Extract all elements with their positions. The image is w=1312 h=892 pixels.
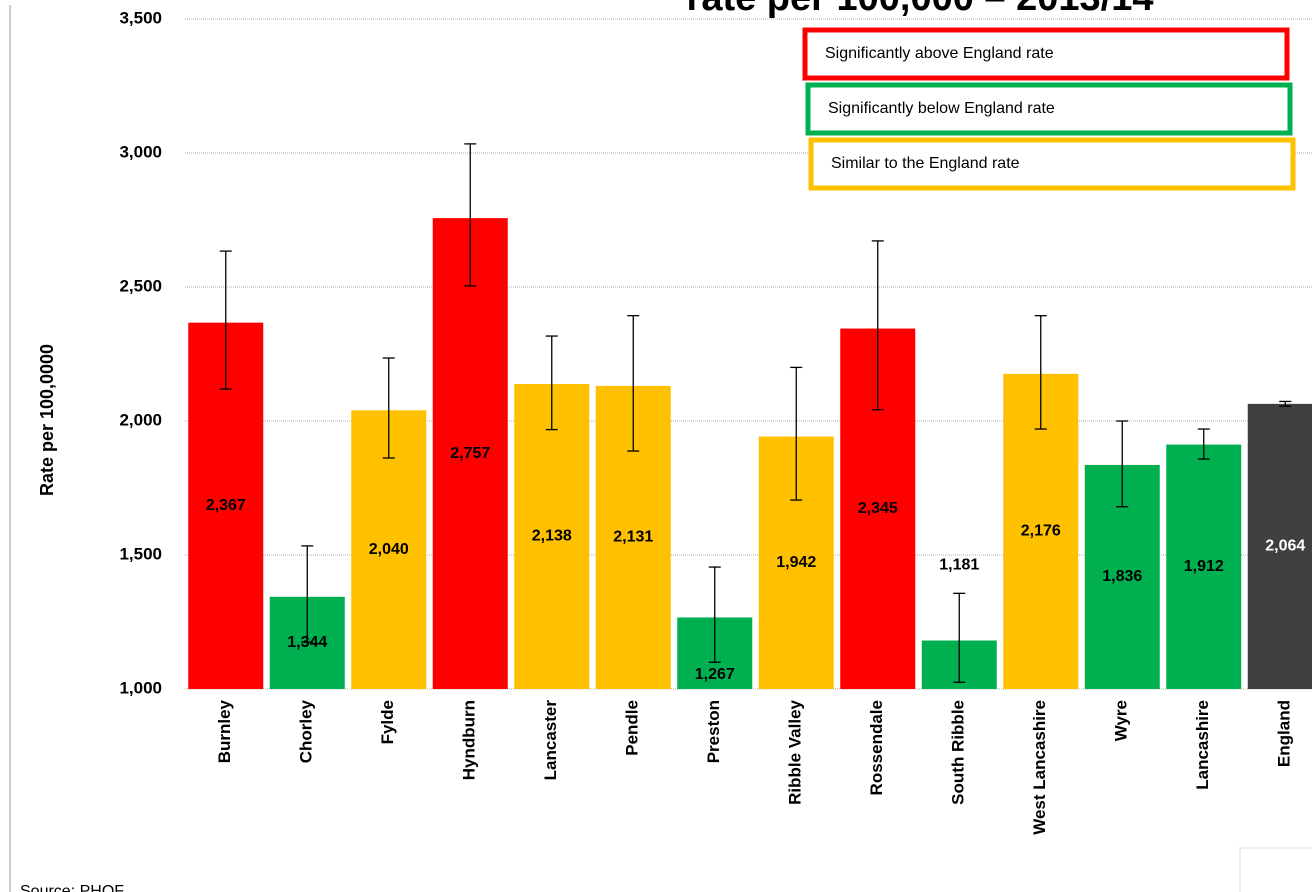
x-tick-label: Rossendale [867,700,886,795]
y-tick-label: 3,500 [119,8,162,27]
y-tick-label: 2,000 [119,410,162,429]
data-label: 1,836 [1102,568,1142,585]
data-label: 1,344 [287,634,327,651]
legend-box [808,137,1296,191]
data-label: 2,040 [369,541,409,558]
data-label: 2,367 [206,497,246,514]
data-label: 1,267 [695,666,735,683]
bar [514,384,590,689]
x-tick-label: England [1275,700,1294,767]
corner-box [1239,847,1312,892]
legend-label: Significantly below England rate [828,100,1055,117]
bar [432,218,508,689]
y-axis-label: Rate per 100,0000 [37,344,57,496]
data-label: 2,131 [613,529,653,546]
chart-title: rate per 100,000 – 2013/14 [687,0,1154,19]
data-label: 2,176 [1021,523,1061,540]
data-label: 2,064 [1265,538,1305,555]
legend-box [805,82,1293,136]
x-tick-label: Lancaster [541,700,560,781]
data-label: 1,181 [939,557,979,574]
x-tick-label: Pendle [623,700,642,756]
bar [1166,444,1242,689]
x-tick-label: Burnley [215,699,234,763]
x-tick-label: South Ribble [949,700,968,805]
x-tick-label: Fylde [378,700,397,744]
data-label: 2,138 [532,528,572,545]
x-tick-label: Chorley [297,699,316,763]
x-tick-label: Wyre [1112,700,1131,741]
data-label: 1,912 [1184,558,1224,575]
y-tick-label: 3,000 [119,142,162,161]
x-tick-label: Lancashire [1193,700,1212,790]
data-label: 1,942 [776,554,816,571]
x-tick-label: West Lancashire [1030,700,1049,835]
data-label: 2,757 [450,445,490,462]
legend-label: Significantly above England rate [825,45,1054,62]
y-tick-label: 1,500 [119,544,162,563]
legend-label: Similar to the England rate [831,155,1020,172]
source-note: Source: PHOF [20,883,124,892]
x-tick-label: Hyndburn [460,700,479,780]
y-tick-label: 1,000 [119,678,162,697]
x-tick-label: Ribble Valley [786,699,805,804]
bar [1247,403,1312,689]
legend-box [802,27,1290,81]
data-label: 2,345 [858,500,898,517]
y-tick-label: 2,500 [119,276,162,295]
x-tick-label: Preston [704,700,723,763]
